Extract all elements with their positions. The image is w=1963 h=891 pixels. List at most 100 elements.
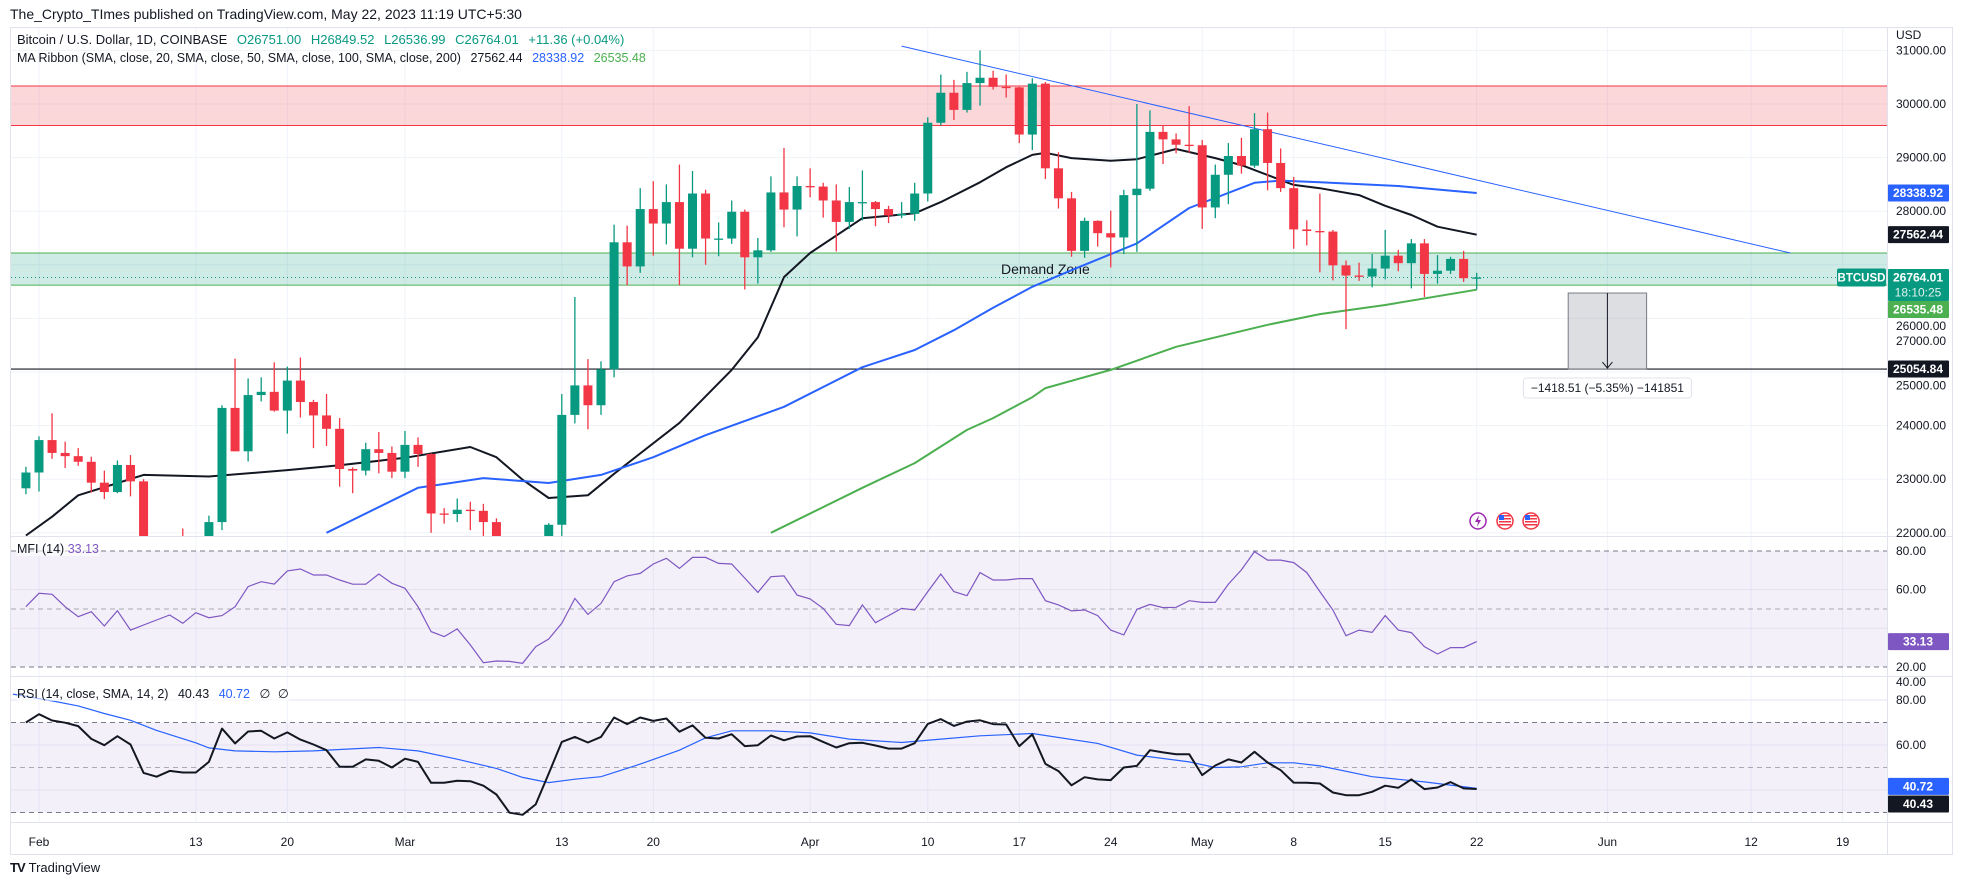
symbol-legend[interactable]: Bitcoin / U.S. Dollar, 1D, COINBASE O267… (17, 32, 630, 47)
candle-down[interactable] (47, 413, 57, 459)
candle-up[interactable] (34, 436, 44, 492)
candle-up[interactable] (923, 117, 933, 202)
candle-up[interactable] (857, 170, 867, 221)
candle-down[interactable] (439, 508, 449, 524)
candle-down[interactable] (139, 479, 149, 549)
candle-down[interactable] (465, 501, 475, 531)
candle-down[interactable] (178, 528, 187, 553)
candle-down[interactable] (1354, 262, 1364, 281)
us-flag-icon[interactable] (1522, 512, 1540, 530)
candle-up[interactable] (661, 184, 671, 245)
candle-down[interactable] (322, 393, 332, 446)
candle-down[interactable] (1014, 86, 1024, 144)
candle-down[interactable] (426, 453, 436, 533)
us-flag-icon[interactable] (1496, 512, 1514, 530)
candle-down[interactable] (413, 437, 423, 467)
candle-up[interactable] (1119, 189, 1129, 255)
candle-up[interactable] (1080, 217, 1090, 258)
candle-down[interactable] (805, 168, 815, 198)
candle-up[interactable] (727, 200, 737, 244)
mfi-pane[interactable] (11, 550, 1887, 668)
candle-up[interactable] (1027, 78, 1037, 151)
candle-up[interactable] (21, 466, 31, 495)
candle-down[interactable] (1459, 250, 1469, 282)
candle-down[interactable] (335, 418, 345, 487)
candle-up[interactable] (452, 498, 462, 523)
candle-up[interactable] (256, 377, 266, 402)
candle-down[interactable] (478, 503, 488, 537)
candle-up[interactable] (1145, 110, 1155, 191)
candle-up[interactable] (753, 238, 763, 284)
candle-down[interactable] (230, 358, 240, 452)
candle-up[interactable] (975, 50, 985, 106)
candle-up[interactable] (596, 361, 606, 415)
candle-down[interactable] (1067, 191, 1077, 257)
candle-down[interactable] (818, 182, 828, 218)
candle-down[interactable] (1040, 82, 1050, 180)
mfi-legend[interactable]: MFI (14) 33.13 (17, 542, 99, 556)
lightning-icon[interactable] (1469, 512, 1487, 530)
candle-up[interactable] (910, 182, 920, 221)
candle-up[interactable] (936, 74, 946, 126)
candle-down[interactable] (1106, 210, 1116, 268)
candle-up[interactable] (217, 405, 227, 531)
candle-down[interactable] (1276, 148, 1286, 192)
candle-down[interactable] (740, 209, 750, 290)
candle-up[interactable] (1223, 143, 1233, 205)
candle-down[interactable] (1053, 152, 1063, 209)
candle-down[interactable] (988, 70, 998, 90)
candle-down[interactable] (1419, 239, 1429, 297)
candle-down[interactable] (73, 448, 83, 466)
candle-up[interactable] (204, 515, 214, 558)
candle-up[interactable] (544, 523, 554, 619)
rsi-legend[interactable]: RSI (14, close, SMA, 14, 2) 40.43 40.72 … (17, 686, 289, 701)
candle-down[interactable] (1328, 229, 1338, 281)
candle-down[interactable] (308, 399, 318, 449)
candle-up[interactable] (897, 202, 907, 219)
candle-up[interactable] (1446, 256, 1456, 274)
candle-up[interactable] (1132, 104, 1142, 252)
candle-up[interactable] (688, 171, 697, 258)
candle-down[interactable] (1263, 112, 1273, 191)
candle-down[interactable] (1171, 133, 1181, 154)
candle-up[interactable] (635, 188, 645, 273)
candle-down[interactable] (1158, 125, 1168, 165)
candle-down[interactable] (583, 359, 593, 430)
candle-down[interactable] (1001, 74, 1011, 98)
candle-up[interactable] (361, 442, 371, 476)
candle-down[interactable] (870, 201, 880, 227)
candle-down[interactable] (387, 446, 397, 479)
candle-up[interactable] (1472, 272, 1482, 290)
candle-down[interactable] (491, 518, 501, 554)
candle-down[interactable] (622, 225, 632, 286)
candle-down[interactable] (831, 184, 841, 252)
candle-down[interactable] (884, 205, 894, 223)
candle-down[interactable] (295, 357, 305, 418)
ma-ribbon-legend[interactable]: MA Ribbon (SMA, close, 20, SMA, close, 5… (17, 51, 652, 65)
candle-up[interactable] (557, 393, 567, 538)
candle-down[interactable] (648, 181, 658, 256)
candle-up[interactable] (243, 378, 253, 462)
candle-up[interactable] (570, 296, 580, 424)
candle-up[interactable] (112, 460, 122, 494)
candle-down[interactable] (1393, 249, 1403, 272)
candle-up[interactable] (792, 176, 802, 237)
rsi-pane[interactable] (11, 693, 1887, 816)
candle-down[interactable] (125, 455, 135, 497)
candle-down[interactable] (1341, 260, 1351, 330)
candle-down[interactable] (374, 432, 384, 474)
candle-down[interactable] (779, 147, 789, 228)
price-pane[interactable]: Demand Zone −1418.51 (−5.35%) −141851 BTCU… (11, 45, 1887, 663)
candle-down[interactable] (86, 456, 96, 493)
candle-up[interactable] (962, 71, 972, 113)
candle-up[interactable] (1380, 229, 1390, 280)
candle-down[interactable] (1093, 220, 1103, 247)
candle-down[interactable] (1302, 220, 1312, 246)
candle-down[interactable] (1236, 137, 1246, 174)
candle-up[interactable] (714, 222, 724, 257)
candle-up[interactable] (400, 430, 410, 479)
candle-up[interactable] (282, 366, 292, 434)
candle-down[interactable] (269, 362, 279, 412)
candle-down[interactable] (1184, 106, 1194, 153)
currency-label[interactable]: USD (1896, 28, 1922, 42)
